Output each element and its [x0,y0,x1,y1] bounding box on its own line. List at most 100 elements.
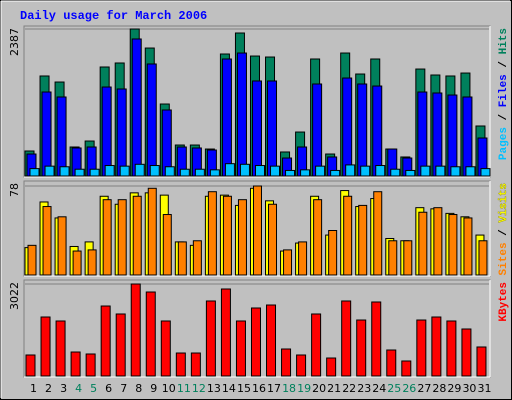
bar [220,288,231,377]
x-tick-label: 6 [105,382,112,395]
bar [465,166,476,177]
x-tick-label: 10 [162,382,176,395]
bar [252,185,262,276]
bar [250,307,261,377]
legend-separator: / [498,54,510,74]
bar [115,313,126,377]
bar [478,240,488,276]
bar [357,83,368,177]
bar [416,319,427,377]
bar [161,109,172,177]
bar [89,168,100,177]
bar [450,166,461,177]
bar [447,94,458,177]
bar [59,166,70,177]
bar [401,360,412,377]
bar [371,301,382,377]
bar [56,96,67,177]
bar [70,351,81,377]
bar [145,291,156,377]
bar [313,199,323,276]
bar [315,165,326,177]
bar [343,195,353,276]
bar [330,169,341,177]
x-tick-label: 27 [417,382,431,395]
bar [100,305,111,377]
bar [130,283,141,377]
bar [134,163,145,177]
bar [373,191,383,276]
bar [341,300,352,377]
bar [222,195,232,276]
bar [300,169,311,177]
bar [205,300,216,377]
bar [85,353,96,377]
bar [463,217,473,276]
bar [209,169,220,177]
bar [42,206,52,276]
bar [270,165,281,177]
x-tick-label: 28 [432,382,446,395]
bar [386,349,397,377]
bar [267,80,278,177]
x-tick-label: 2 [45,382,52,395]
bar [435,165,446,177]
bar [72,250,82,276]
legend: Pages / Files / Hits [498,28,510,160]
x-tick-label: 26 [402,382,416,395]
bar [388,240,398,276]
x-tick-label: 3 [60,382,67,395]
x-tick-label: 9 [150,382,157,395]
x-tick-label: 7 [120,382,127,395]
x-tick-label: 30 [462,382,476,395]
x-tick-label: 11 [177,382,191,395]
bar [177,241,187,276]
y-tick-label: 3022 [8,282,21,310]
bar [358,204,368,276]
bar [179,168,190,177]
x-tick-label: 18 [282,382,296,395]
bar [461,328,472,377]
bar [375,165,386,177]
bar [149,165,160,177]
bar [418,211,428,276]
bar [190,352,201,377]
bar [268,203,278,276]
bar [432,92,443,177]
bar [87,249,97,276]
bar [390,168,401,177]
bar [312,83,323,177]
legend-entry: Pages [498,127,510,160]
bar [403,240,413,276]
bar [433,207,443,276]
bar [235,320,246,377]
bar [164,166,175,177]
bar [104,165,115,177]
legend-entry: KBytes [498,282,510,322]
x-tick-label: 5 [90,382,97,395]
bar [448,214,458,276]
bar [147,187,157,276]
bar [101,86,112,177]
bar [266,304,277,377]
y-tick-label: 78 [8,183,21,197]
bar [431,316,442,377]
bar [224,163,235,177]
bar [57,216,67,276]
bar [342,77,353,177]
bar [417,91,428,177]
bar [27,244,37,276]
legend: KBytes [498,282,510,322]
bar [298,241,308,276]
bar [480,168,491,177]
bar [74,168,85,177]
bar [207,191,217,276]
bar [116,88,127,177]
bar [29,168,40,177]
bar [251,80,262,177]
chart-title: Daily usage for March 2006 [20,9,207,23]
bar [55,320,66,377]
legend-separator: / [498,223,510,243]
bar [345,164,356,177]
